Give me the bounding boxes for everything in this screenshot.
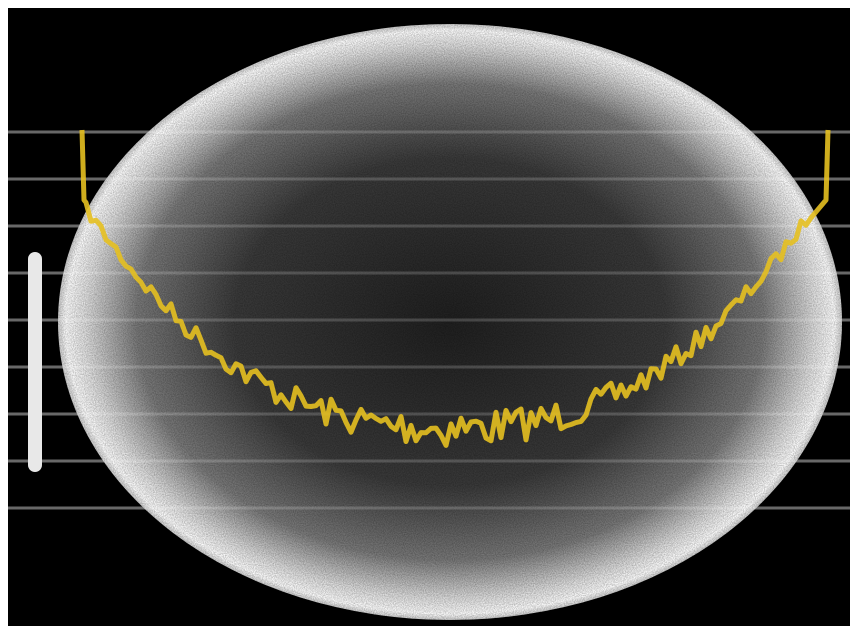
micrograph (0, 0, 857, 633)
page: (() => { let s = 7; const rnd = () => { … (0, 0, 857, 633)
scale-bar (28, 252, 42, 472)
